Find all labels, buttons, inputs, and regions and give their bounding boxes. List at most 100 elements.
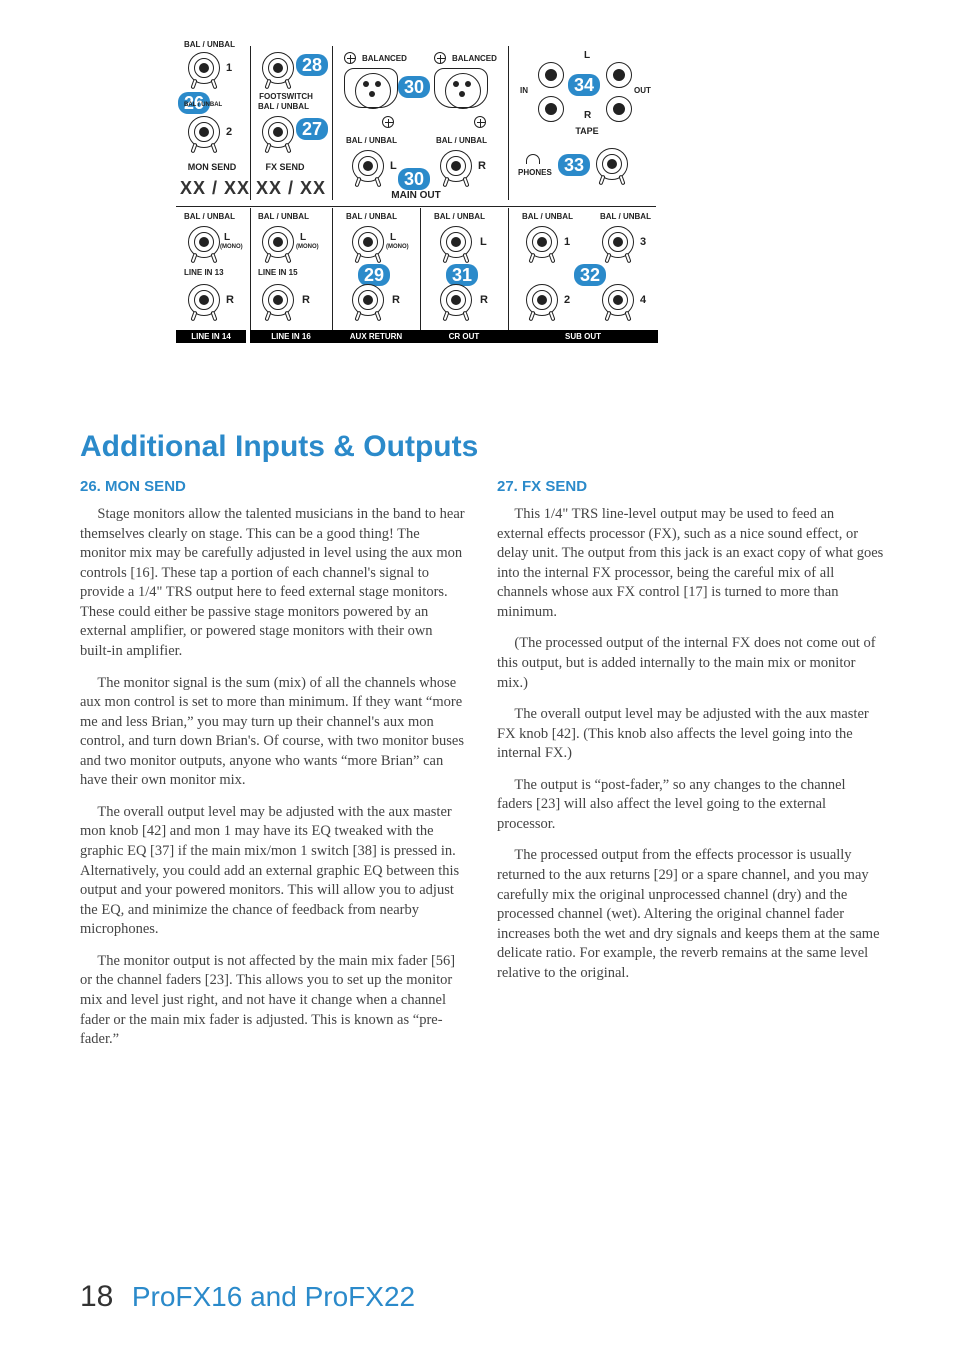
label-sub-1: 1 (564, 236, 570, 248)
label-sub-3: 3 (640, 236, 646, 248)
jack-main-r (440, 150, 472, 182)
para-26-1: Stage monitors allow the talented musici… (80, 505, 467, 662)
badge-34: 34 (568, 74, 600, 96)
label-aux-R: R (392, 294, 400, 306)
text-columns: 26. MON SEND Stage monitors allow the ta… (80, 478, 884, 1062)
rear-panel-diagram: BAL / UNBAL 1 26 BAL / UNBAL 2 MON SEND … (182, 40, 782, 400)
label-bu-sub2: BAL / UNBAL (600, 212, 651, 221)
model-xx-2: XX / XX (256, 178, 326, 199)
label-tape-L: L (584, 50, 590, 61)
para-26-2: The monitor signal is the sum (mix) of a… (80, 674, 467, 791)
jack-footswitch-top (262, 52, 294, 84)
label-aux-mono: (MONO) (386, 244, 409, 250)
badge-28: 28 (296, 54, 328, 76)
badge-29: 29 (358, 264, 390, 286)
label-balanced-1: BALANCED (362, 54, 407, 63)
xlr-main-l (344, 68, 398, 108)
model-name: ProFX16 and ProFX22 (132, 1281, 415, 1312)
label-bal-unbal-2: BAL / UNBAL (184, 102, 222, 108)
jack-aux-l (352, 226, 384, 258)
label-tape: TAPE (570, 126, 604, 136)
label-l13-mono: (MONO) (220, 244, 243, 250)
label-bal-unbal: BAL / UNBAL (184, 40, 235, 49)
label-1: 1 (226, 62, 232, 74)
label-bu-aux: BAL / UNBAL (346, 212, 397, 221)
divider-l1 (250, 208, 251, 330)
heading-26: 26. MON SEND (80, 478, 467, 495)
label-aux-return: AUX RETURN (332, 330, 420, 343)
label-tape-R: R (584, 110, 591, 121)
jack-main-l (352, 150, 384, 182)
section-title: Additional Inputs & Outputs (80, 430, 884, 464)
screw-3 (382, 116, 394, 128)
label-l13-L: L (224, 232, 230, 243)
page-footer: 18 ProFX16 and ProFX22 (80, 1280, 415, 1314)
label-aux-L: L (390, 232, 396, 243)
divider-h (176, 206, 656, 207)
divider-l3 (420, 208, 421, 330)
label-main-L: L (390, 160, 397, 172)
badge-32: 32 (574, 264, 606, 286)
page-number: 18 (80, 1280, 113, 1313)
para-27-5: The processed output from the effects pr… (497, 846, 884, 983)
label-phones: PHONES (518, 168, 552, 177)
label-mon-send: MON SEND (182, 162, 242, 172)
label-l15-mono: (MONO) (296, 244, 319, 250)
rca-out-r (606, 96, 632, 122)
model-xx-1: XX / XX (180, 178, 250, 199)
badge-30b: 30 (398, 168, 430, 190)
jack-aux-r (352, 284, 384, 316)
label-cr-L: L (480, 236, 487, 248)
jack-sub-1 (526, 226, 558, 258)
label-cr-out: CR OUT (420, 330, 508, 343)
jack-phones (596, 148, 628, 180)
label-sub-4: 4 (640, 294, 646, 306)
xlr-main-r (434, 68, 488, 108)
heading-27: 27. FX SEND (497, 478, 884, 495)
label-in: IN (520, 86, 528, 95)
screw-1 (344, 52, 356, 64)
jack-line14-r (188, 284, 220, 316)
label-l15-L: L (300, 232, 306, 243)
label-bu-l15: BAL / UNBAL (258, 212, 309, 221)
jack-mon-send-2 (188, 116, 220, 148)
badge-30a: 30 (398, 76, 430, 98)
para-26-4: The monitor output is not affected by th… (80, 952, 467, 1050)
label-line15: LINE IN 15 (258, 268, 298, 277)
badge-33: 33 (558, 154, 590, 176)
label-l14-R: R (226, 294, 234, 306)
divider-1 (250, 46, 251, 200)
label-out: OUT (634, 86, 651, 95)
jack-cr-r (440, 284, 472, 316)
para-27-4: The output is “post-fader,” so any chang… (497, 776, 884, 835)
jack-line16-r (262, 284, 294, 316)
divider-3 (508, 46, 509, 200)
label-line14: LINE IN 14 (176, 330, 246, 343)
label-l16-R: R (302, 294, 310, 306)
label-fx-send: FX SEND (260, 162, 310, 172)
jack-sub-2 (526, 284, 558, 316)
label-main-out: MAIN OUT (386, 190, 446, 201)
jack-sub-4 (602, 284, 634, 316)
screw-4 (474, 116, 486, 128)
phones-icon (526, 154, 540, 164)
label-bu-l13: BAL / UNBAL (184, 212, 235, 221)
label-2: 2 (226, 126, 232, 138)
jack-sub-3 (602, 226, 634, 258)
label-sub-out: SUB OUT (508, 330, 658, 343)
jack-cr-l (440, 226, 472, 258)
rca-in-l (538, 62, 564, 88)
label-bal-unbal-4: BAL / UNBAL (346, 136, 397, 145)
para-27-2: (The processed output of the internal FX… (497, 634, 884, 693)
label-balanced-2: BALANCED (452, 54, 497, 63)
label-cr-R: R (480, 294, 488, 306)
label-line16: LINE IN 16 (250, 330, 332, 343)
jack-line13-l (188, 226, 220, 258)
divider-2 (332, 46, 333, 200)
badge-31: 31 (446, 264, 478, 286)
divider-l4 (508, 208, 509, 330)
screw-2 (434, 52, 446, 64)
label-sub-2: 2 (564, 294, 570, 306)
label-bu-cr: BAL / UNBAL (434, 212, 485, 221)
para-27-1: This 1/4" TRS line-level output may be u… (497, 505, 884, 622)
